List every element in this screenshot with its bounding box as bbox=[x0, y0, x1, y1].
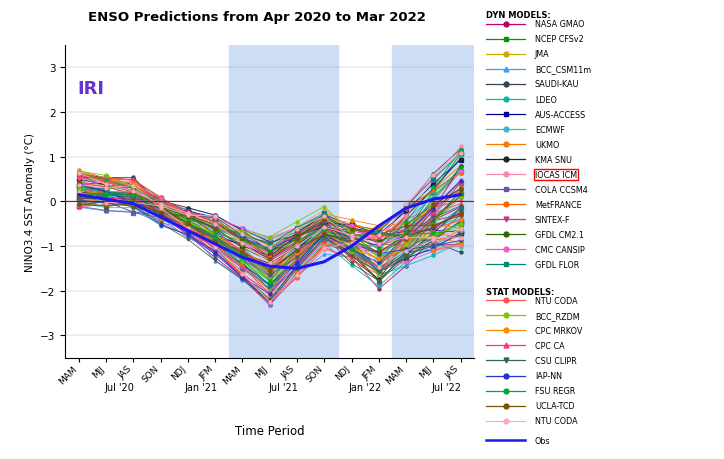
Text: NCEP CFSv2: NCEP CFSv2 bbox=[535, 35, 584, 45]
Text: CPC MRKOV: CPC MRKOV bbox=[535, 326, 582, 335]
Text: NASA GMAO: NASA GMAO bbox=[535, 20, 584, 29]
Text: IOCAS ICM: IOCAS ICM bbox=[535, 170, 577, 179]
Text: CSU CLIPR: CSU CLIPR bbox=[535, 356, 576, 365]
Text: IAP-NN: IAP-NN bbox=[535, 371, 562, 380]
Text: UKMO: UKMO bbox=[535, 140, 559, 149]
Text: BCC_CSM11m: BCC_CSM11m bbox=[535, 65, 591, 74]
Text: NTU CODA: NTU CODA bbox=[535, 416, 578, 425]
Bar bbox=[229, 46, 338, 358]
Text: MetFRANCE: MetFRANCE bbox=[535, 200, 581, 209]
Text: CPC CA: CPC CA bbox=[535, 341, 565, 350]
X-axis label: Time Period: Time Period bbox=[235, 424, 305, 437]
Text: Jul '21: Jul '21 bbox=[269, 382, 298, 392]
Text: GFDL CM2.1: GFDL CM2.1 bbox=[535, 230, 584, 239]
Text: STAT MODELS:: STAT MODELS: bbox=[487, 287, 555, 296]
Text: LDEO: LDEO bbox=[535, 95, 557, 104]
Text: IRI: IRI bbox=[77, 80, 104, 98]
Text: GFDL FLOR: GFDL FLOR bbox=[535, 260, 579, 269]
Text: FSU REGR: FSU REGR bbox=[535, 386, 575, 395]
Text: DYN MODELS:: DYN MODELS: bbox=[487, 11, 551, 20]
Y-axis label: NINO3.4 SST Anomaly (°C): NINO3.4 SST Anomaly (°C) bbox=[25, 133, 35, 271]
Text: Jan '22: Jan '22 bbox=[348, 382, 382, 392]
Text: Obs: Obs bbox=[535, 436, 550, 445]
Text: KMA SNU: KMA SNU bbox=[535, 155, 572, 164]
Text: COLA CCSM4: COLA CCSM4 bbox=[535, 185, 588, 194]
Text: Jul '20: Jul '20 bbox=[105, 382, 135, 392]
Text: ENSO Predictions from Apr 2020 to Mar 2022: ENSO Predictions from Apr 2020 to Mar 20… bbox=[88, 11, 426, 24]
Text: ECMWF: ECMWF bbox=[535, 125, 565, 134]
Text: CMC CANSIP: CMC CANSIP bbox=[535, 245, 584, 254]
Text: BCC_RZDM: BCC_RZDM bbox=[535, 311, 579, 320]
Text: UCLA-TCD: UCLA-TCD bbox=[535, 401, 574, 410]
Text: Jan '21: Jan '21 bbox=[185, 382, 218, 392]
Text: SAUDI-KAU: SAUDI-KAU bbox=[535, 80, 579, 90]
Text: SINTEX-F: SINTEX-F bbox=[535, 215, 571, 224]
Text: NTU CODA: NTU CODA bbox=[535, 296, 578, 305]
Text: Jul '22: Jul '22 bbox=[432, 382, 462, 392]
Text: AUS-ACCESS: AUS-ACCESS bbox=[535, 110, 586, 119]
Bar bbox=[392, 46, 474, 358]
Text: JMA: JMA bbox=[535, 50, 550, 59]
